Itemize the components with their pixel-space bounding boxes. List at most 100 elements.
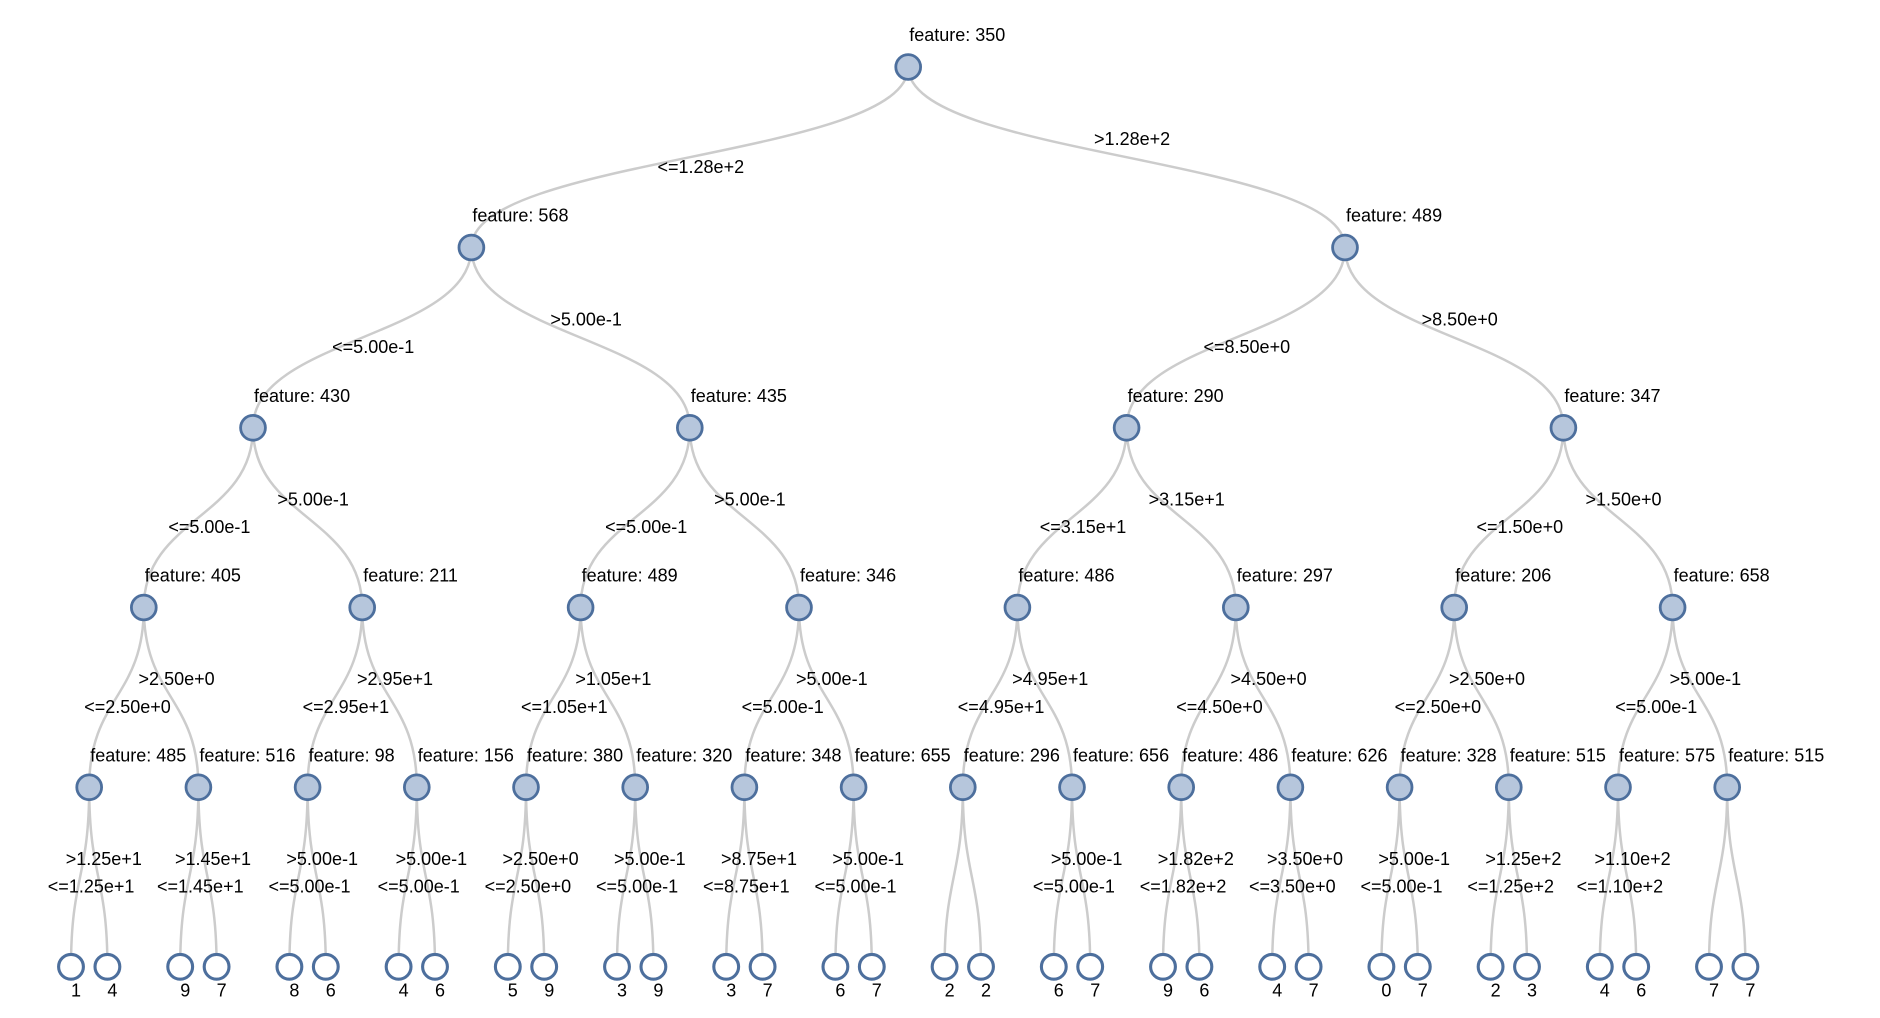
svg-text:<=5.00e-1: <=5.00e-1 bbox=[1615, 697, 1697, 717]
svg-text:6: 6 bbox=[435, 980, 445, 1000]
svg-text:feature: 296: feature: 296 bbox=[964, 745, 1060, 765]
svg-text:<=8.50e+0: <=8.50e+0 bbox=[1204, 337, 1291, 357]
svg-text:feature: 297: feature: 297 bbox=[1237, 566, 1333, 586]
svg-text:7: 7 bbox=[217, 980, 227, 1000]
svg-text:feature: 486: feature: 486 bbox=[1182, 745, 1278, 765]
svg-text:<=2.50e+0: <=2.50e+0 bbox=[84, 697, 171, 717]
svg-text:<=8.75e+1: <=8.75e+1 bbox=[703, 877, 790, 897]
svg-text:feature: 486: feature: 486 bbox=[1018, 566, 1114, 586]
svg-text:7: 7 bbox=[1745, 980, 1755, 1000]
svg-text:>5.00e-1: >5.00e-1 bbox=[1051, 849, 1123, 869]
svg-text:feature: 656: feature: 656 bbox=[1073, 745, 1169, 765]
svg-text:<=5.00e-1: <=5.00e-1 bbox=[596, 877, 678, 897]
svg-text:3: 3 bbox=[1527, 980, 1537, 1000]
svg-text:>8.50e+0: >8.50e+0 bbox=[1422, 309, 1498, 329]
svg-text:feature: 575: feature: 575 bbox=[1619, 745, 1715, 765]
svg-text:>8.75e+1: >8.75e+1 bbox=[721, 849, 797, 869]
svg-text:>2.50e+0: >2.50e+0 bbox=[139, 669, 215, 689]
svg-text:>5.00e-1: >5.00e-1 bbox=[832, 849, 904, 869]
svg-text:7: 7 bbox=[872, 980, 882, 1000]
svg-text:7: 7 bbox=[1709, 980, 1719, 1000]
svg-text:feature: 515: feature: 515 bbox=[1728, 745, 1824, 765]
svg-text:9: 9 bbox=[180, 980, 190, 1000]
svg-text:9: 9 bbox=[653, 980, 663, 1000]
svg-text:>5.00e-1: >5.00e-1 bbox=[614, 849, 686, 869]
svg-text:6: 6 bbox=[1636, 980, 1646, 1000]
svg-text:>5.00e-1: >5.00e-1 bbox=[1378, 849, 1450, 869]
svg-text:feature: 485: feature: 485 bbox=[90, 745, 186, 765]
svg-text:>1.25e+2: >1.25e+2 bbox=[1485, 849, 1561, 869]
svg-text:7: 7 bbox=[1309, 980, 1319, 1000]
svg-text:feature: 347: feature: 347 bbox=[1564, 386, 1660, 406]
svg-text:feature: 98: feature: 98 bbox=[309, 745, 395, 765]
svg-text:>2.95e+1: >2.95e+1 bbox=[357, 669, 433, 689]
svg-text:feature: 348: feature: 348 bbox=[745, 745, 841, 765]
svg-text:>1.10e+2: >1.10e+2 bbox=[1595, 849, 1671, 869]
svg-text:>5.00e-1: >5.00e-1 bbox=[714, 489, 786, 509]
svg-text:7: 7 bbox=[1090, 980, 1100, 1000]
svg-text:3: 3 bbox=[726, 980, 736, 1000]
svg-text:<=5.00e-1: <=5.00e-1 bbox=[268, 877, 350, 897]
svg-text:<=3.50e+0: <=3.50e+0 bbox=[1249, 877, 1336, 897]
svg-text:4: 4 bbox=[1600, 980, 1610, 1000]
svg-text:<=2.50e+0: <=2.50e+0 bbox=[485, 877, 572, 897]
svg-text:<=1.82e+2: <=1.82e+2 bbox=[1140, 877, 1227, 897]
svg-text:<=1.45e+1: <=1.45e+1 bbox=[157, 877, 244, 897]
svg-text:>1.50e+0: >1.50e+0 bbox=[1585, 489, 1661, 509]
svg-text:6: 6 bbox=[326, 980, 336, 1000]
svg-text:3: 3 bbox=[617, 980, 627, 1000]
svg-text:feature: 430: feature: 430 bbox=[254, 386, 350, 406]
svg-text:<=5.00e-1: <=5.00e-1 bbox=[1033, 877, 1115, 897]
svg-text:feature: 346: feature: 346 bbox=[800, 566, 896, 586]
svg-text:feature: 350: feature: 350 bbox=[909, 25, 1005, 45]
svg-text:<=1.50e+0: <=1.50e+0 bbox=[1477, 517, 1564, 537]
svg-text:>1.28e+2: >1.28e+2 bbox=[1094, 129, 1170, 149]
svg-text:2: 2 bbox=[981, 980, 991, 1000]
svg-text:<=5.00e-1: <=5.00e-1 bbox=[378, 877, 460, 897]
svg-text:<=5.00e-1: <=5.00e-1 bbox=[332, 337, 414, 357]
svg-text:0: 0 bbox=[1381, 980, 1391, 1000]
svg-text:>5.00e-1: >5.00e-1 bbox=[796, 669, 868, 689]
svg-text:feature: 515: feature: 515 bbox=[1510, 745, 1606, 765]
svg-text:<=2.95e+1: <=2.95e+1 bbox=[303, 697, 390, 717]
svg-text:>1.25e+1: >1.25e+1 bbox=[66, 849, 142, 869]
svg-text:feature: 211: feature: 211 bbox=[363, 566, 458, 586]
svg-text:feature: 380: feature: 380 bbox=[527, 745, 623, 765]
svg-text:<=5.00e-1: <=5.00e-1 bbox=[605, 517, 687, 537]
svg-text:>2.50e+0: >2.50e+0 bbox=[1449, 669, 1525, 689]
svg-text:<=1.28e+2: <=1.28e+2 bbox=[658, 157, 745, 177]
svg-text:1: 1 bbox=[71, 980, 81, 1000]
svg-text:>4.95e+1: >4.95e+1 bbox=[1012, 669, 1088, 689]
svg-text:7: 7 bbox=[1418, 980, 1428, 1000]
svg-text:feature: 655: feature: 655 bbox=[855, 745, 951, 765]
svg-text:feature: 489: feature: 489 bbox=[582, 566, 678, 586]
svg-text:feature: 435: feature: 435 bbox=[691, 386, 787, 406]
svg-text:<=5.00e-1: <=5.00e-1 bbox=[814, 877, 896, 897]
svg-text:>4.50e+0: >4.50e+0 bbox=[1231, 669, 1307, 689]
svg-text:<=5.00e-1: <=5.00e-1 bbox=[742, 697, 824, 717]
svg-text:feature: 516: feature: 516 bbox=[199, 745, 295, 765]
svg-text:<=4.50e+0: <=4.50e+0 bbox=[1176, 697, 1263, 717]
svg-text:>5.00e-1: >5.00e-1 bbox=[286, 849, 358, 869]
svg-text:>5.00e-1: >5.00e-1 bbox=[396, 849, 468, 869]
svg-text:4: 4 bbox=[399, 980, 409, 1000]
svg-text:<=4.95e+1: <=4.95e+1 bbox=[958, 697, 1045, 717]
svg-text:feature: 156: feature: 156 bbox=[418, 745, 514, 765]
svg-text:>5.00e-1: >5.00e-1 bbox=[1670, 669, 1742, 689]
svg-text:>1.82e+2: >1.82e+2 bbox=[1158, 849, 1234, 869]
svg-text:<=1.10e+2: <=1.10e+2 bbox=[1577, 877, 1664, 897]
svg-text:>3.15e+1: >3.15e+1 bbox=[1149, 489, 1225, 509]
svg-text:<=1.05e+1: <=1.05e+1 bbox=[521, 697, 608, 717]
svg-text:2: 2 bbox=[1491, 980, 1501, 1000]
svg-text:feature: 290: feature: 290 bbox=[1128, 386, 1224, 406]
svg-text:>3.50e+0: >3.50e+0 bbox=[1267, 849, 1343, 869]
svg-text:feature: 658: feature: 658 bbox=[1674, 566, 1770, 586]
svg-text:feature: 328: feature: 328 bbox=[1401, 745, 1497, 765]
svg-text:5: 5 bbox=[508, 980, 518, 1000]
svg-text:<=3.15e+1: <=3.15e+1 bbox=[1040, 517, 1127, 537]
svg-text:>5.00e-1: >5.00e-1 bbox=[550, 309, 622, 329]
svg-text:>1.05e+1: >1.05e+1 bbox=[575, 669, 651, 689]
svg-text:feature: 568: feature: 568 bbox=[472, 206, 568, 226]
svg-text:<=2.50e+0: <=2.50e+0 bbox=[1395, 697, 1482, 717]
svg-text:9: 9 bbox=[544, 980, 554, 1000]
